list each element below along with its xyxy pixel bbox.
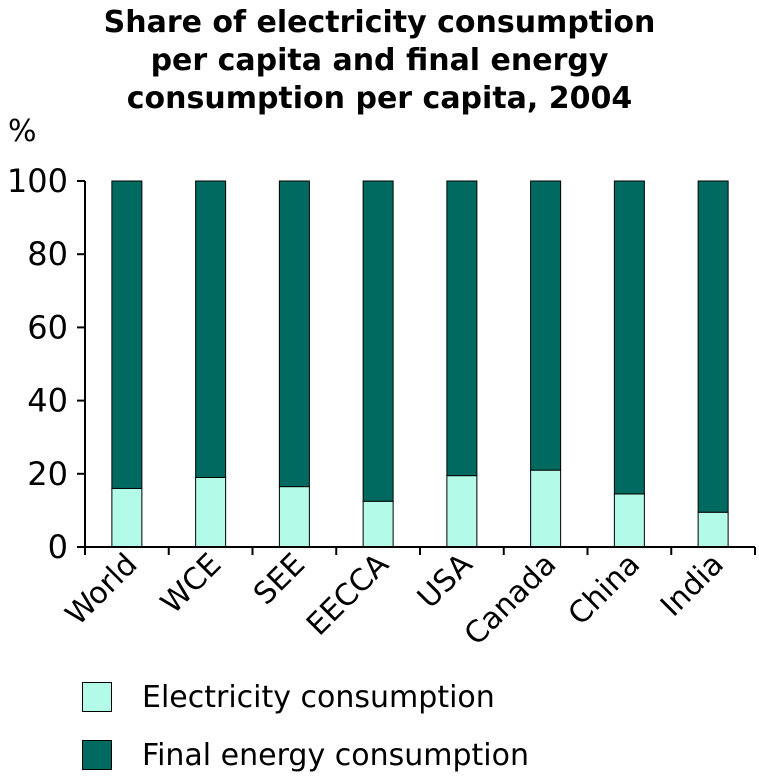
x-tick-label-eecca: EECCA xyxy=(300,547,396,643)
y-tick-label-40: 40 xyxy=(27,382,68,420)
legend-item-electricity: Electricity consumption xyxy=(82,668,529,726)
y-tick-label-60: 60 xyxy=(27,308,68,346)
bar-usa-electricity xyxy=(446,475,478,548)
bar-eecca-final-energy xyxy=(362,180,394,502)
bar-canada-electricity xyxy=(530,469,562,548)
legend-label-electricity: Electricity consumption xyxy=(142,679,495,715)
axes-group xyxy=(77,180,756,555)
legend-swatch-electricity xyxy=(82,682,112,712)
bar-world-final-energy xyxy=(111,180,143,489)
y-tick-label-100: 100 xyxy=(7,162,68,200)
legend: Electricity consumption Final energy con… xyxy=(82,668,529,784)
bars-group xyxy=(111,180,729,548)
x-tick-label-china: China xyxy=(562,547,647,632)
chart-title: Share of electricity consumption per cap… xyxy=(0,4,759,118)
bar-world-electricity xyxy=(111,487,143,548)
bar-see-final-energy xyxy=(278,180,310,488)
y-axis-unit-label: % xyxy=(8,114,37,149)
y-tick-label-0: 0 xyxy=(48,528,68,566)
chart-title-line-2: per capita and final energy xyxy=(150,43,609,78)
bar-india-final-energy xyxy=(697,180,729,513)
legend-label-final-energy: Final energy consumption xyxy=(142,737,529,773)
chart-title-line-3: consumption per capita, 2004 xyxy=(126,81,633,116)
x-tick-label-world: World xyxy=(59,547,145,633)
bar-wce-final-energy xyxy=(195,180,227,478)
chart-title-line-1: Share of electricity consumption xyxy=(103,5,656,40)
bar-see-electricity xyxy=(278,486,310,548)
bar-canada-final-energy xyxy=(530,180,562,471)
x-tick-label-see: SEE xyxy=(247,547,312,612)
bar-india-electricity xyxy=(697,511,729,548)
bar-wce-electricity xyxy=(195,476,227,548)
legend-item-final-energy: Final energy consumption xyxy=(82,726,529,784)
x-tick-label-india: India xyxy=(654,547,731,624)
y-tick-label-20: 20 xyxy=(27,455,68,493)
legend-swatch-final-energy xyxy=(82,740,112,770)
x-tick-label-canada: Canada xyxy=(458,547,563,652)
y-tick-label-80: 80 xyxy=(27,235,68,273)
x-tick-label-usa: USA xyxy=(411,547,480,616)
bar-china-electricity xyxy=(613,493,645,548)
bar-usa-final-energy xyxy=(446,180,478,477)
bar-eecca-electricity xyxy=(362,500,394,548)
bar-china-final-energy xyxy=(613,180,645,495)
x-tick-label-wce: WCE xyxy=(154,547,228,621)
